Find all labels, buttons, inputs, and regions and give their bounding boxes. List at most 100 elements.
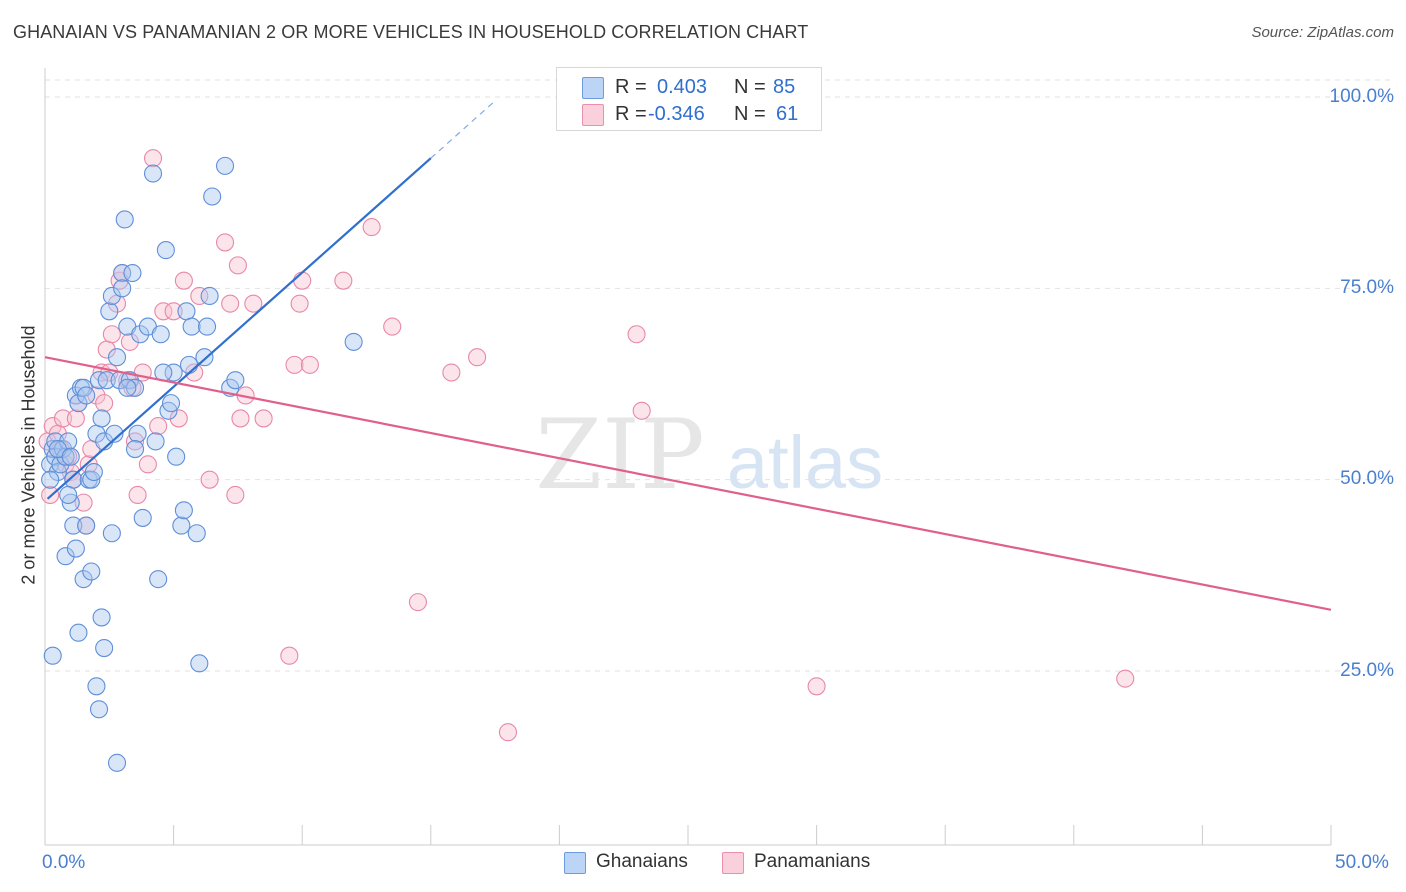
chart-title: GHANAIAN VS PANAMANIAN 2 OR MORE VEHICLE… [13, 22, 809, 42]
ghanaian-point [177, 302, 196, 321]
panamanian-point [174, 271, 193, 290]
panamanian-point [138, 455, 157, 474]
ghanaian-point [113, 263, 132, 283]
ghanaian-point [187, 524, 206, 543]
legend-ghanaian-swatch [564, 852, 586, 874]
ghanaian-point [84, 462, 103, 482]
panamanian-n-value: 61 [776, 103, 799, 125]
panamanian-point [498, 723, 518, 742]
ghanaian-trend-extension [430, 100, 496, 159]
ghanaian-point [92, 608, 111, 627]
panamanian-point [231, 409, 250, 428]
x-tick-0: 0.0% [42, 852, 86, 873]
panamanian-point [293, 271, 312, 290]
ghanaian-point [69, 623, 88, 642]
y-tick-25: 25.0% [1340, 660, 1394, 681]
watermark-atlas: atlas [727, 421, 883, 504]
axes [44, 68, 1332, 846]
ghanaian-points [41, 156, 363, 772]
ghanaian-point [102, 286, 121, 306]
panamanian-point [128, 485, 147, 505]
panamanian-point [442, 363, 461, 382]
panamanian-point [244, 294, 263, 313]
ghanaian-point [77, 516, 96, 535]
ghanaian-point [56, 547, 75, 566]
ghanaian-point [174, 501, 193, 520]
ghanaian-point [200, 286, 219, 306]
ghanaian-point [151, 325, 170, 344]
panamanian-point [66, 409, 85, 428]
ghanaian-point [82, 562, 101, 581]
ghanaian-point [89, 700, 109, 719]
n-label: N = [734, 103, 766, 125]
ghanaian-point [133, 508, 152, 527]
ghanaian-point [203, 187, 222, 206]
ghanaian-point [59, 485, 78, 505]
panamanian-point [149, 417, 168, 436]
panamanian-point [285, 355, 304, 374]
ghanaian-point [195, 348, 214, 367]
stats-legend: R = 0.403 N = 85 R = -0.346 N = 61 [556, 67, 822, 131]
panamanian-point [254, 409, 273, 428]
panamanian-point [362, 218, 381, 237]
legend-row-ghanaian: R = 0.403 N = 85 [557, 74, 821, 100]
panamanian-point [95, 394, 114, 413]
legend-panamanian-swatch [722, 852, 744, 874]
panamanian-point [632, 401, 651, 420]
ghanaian-point [87, 677, 106, 696]
ghanaian-point [125, 440, 145, 459]
ghanaian-point [41, 470, 60, 489]
x-tick-50: 50.0% [1335, 852, 1389, 873]
ghanaian-point [118, 378, 137, 397]
ghanaian-point [146, 432, 165, 451]
ghanaian-point [107, 348, 127, 367]
panamanian-point [1116, 669, 1135, 688]
ghanaian-point [131, 325, 150, 344]
panamanian-point [120, 332, 139, 351]
ghanaian-swatch [582, 77, 604, 99]
panamanian-point [468, 348, 487, 367]
panamanian-point [221, 294, 240, 313]
ghanaian-point [102, 524, 121, 543]
panamanian-point [290, 294, 309, 313]
panamanian-point [408, 593, 427, 612]
trend-lines [44, 100, 1332, 611]
source-label: Source: ZipAtlas.com [1251, 24, 1394, 41]
ghanaian-r-value: 0.403 [657, 76, 708, 98]
ghanaian-point [215, 156, 235, 175]
ghanaian-point [156, 241, 175, 260]
legend-panamanian-label: Panamanians [754, 851, 871, 872]
ghanaian-point [92, 409, 111, 428]
panamanian-point [53, 409, 73, 428]
ghanaian-point [344, 332, 363, 351]
ghanaian-point [89, 371, 109, 390]
ghanaian-point [64, 516, 83, 535]
r-label: R = [615, 76, 647, 98]
panamanian-point [143, 149, 163, 168]
ghanaian-point [182, 317, 201, 336]
panamanian-point [169, 409, 188, 428]
panamanian-point [74, 493, 93, 512]
panamanian-point [280, 646, 299, 665]
ghanaian-point [97, 371, 116, 390]
ghanaian-point [164, 363, 183, 382]
panamanian-point [807, 677, 826, 696]
ghanaian-point [172, 516, 191, 535]
ghanaian-point [197, 317, 217, 336]
panamanian-point [215, 233, 235, 252]
ghanaian-point [143, 164, 163, 183]
legend-ghanaian-label: Ghanaians [596, 851, 688, 872]
panamanian-point [190, 286, 209, 306]
ghanaian-point [56, 447, 75, 466]
ghanaian-point [95, 638, 114, 658]
ghanaian-point [100, 302, 119, 321]
ghanaian-point [190, 654, 209, 673]
y-tick-50: 50.0% [1340, 468, 1394, 489]
panamanian-point [627, 325, 646, 344]
panamanian-point [228, 256, 247, 275]
legend-row-panamanian: R = -0.346 N = 61 [557, 101, 821, 127]
watermark-zip: ZIP [535, 399, 704, 511]
panamanian-point [383, 317, 402, 336]
panamanian-trend-line [44, 356, 1332, 611]
ghanaian-point [105, 424, 124, 443]
